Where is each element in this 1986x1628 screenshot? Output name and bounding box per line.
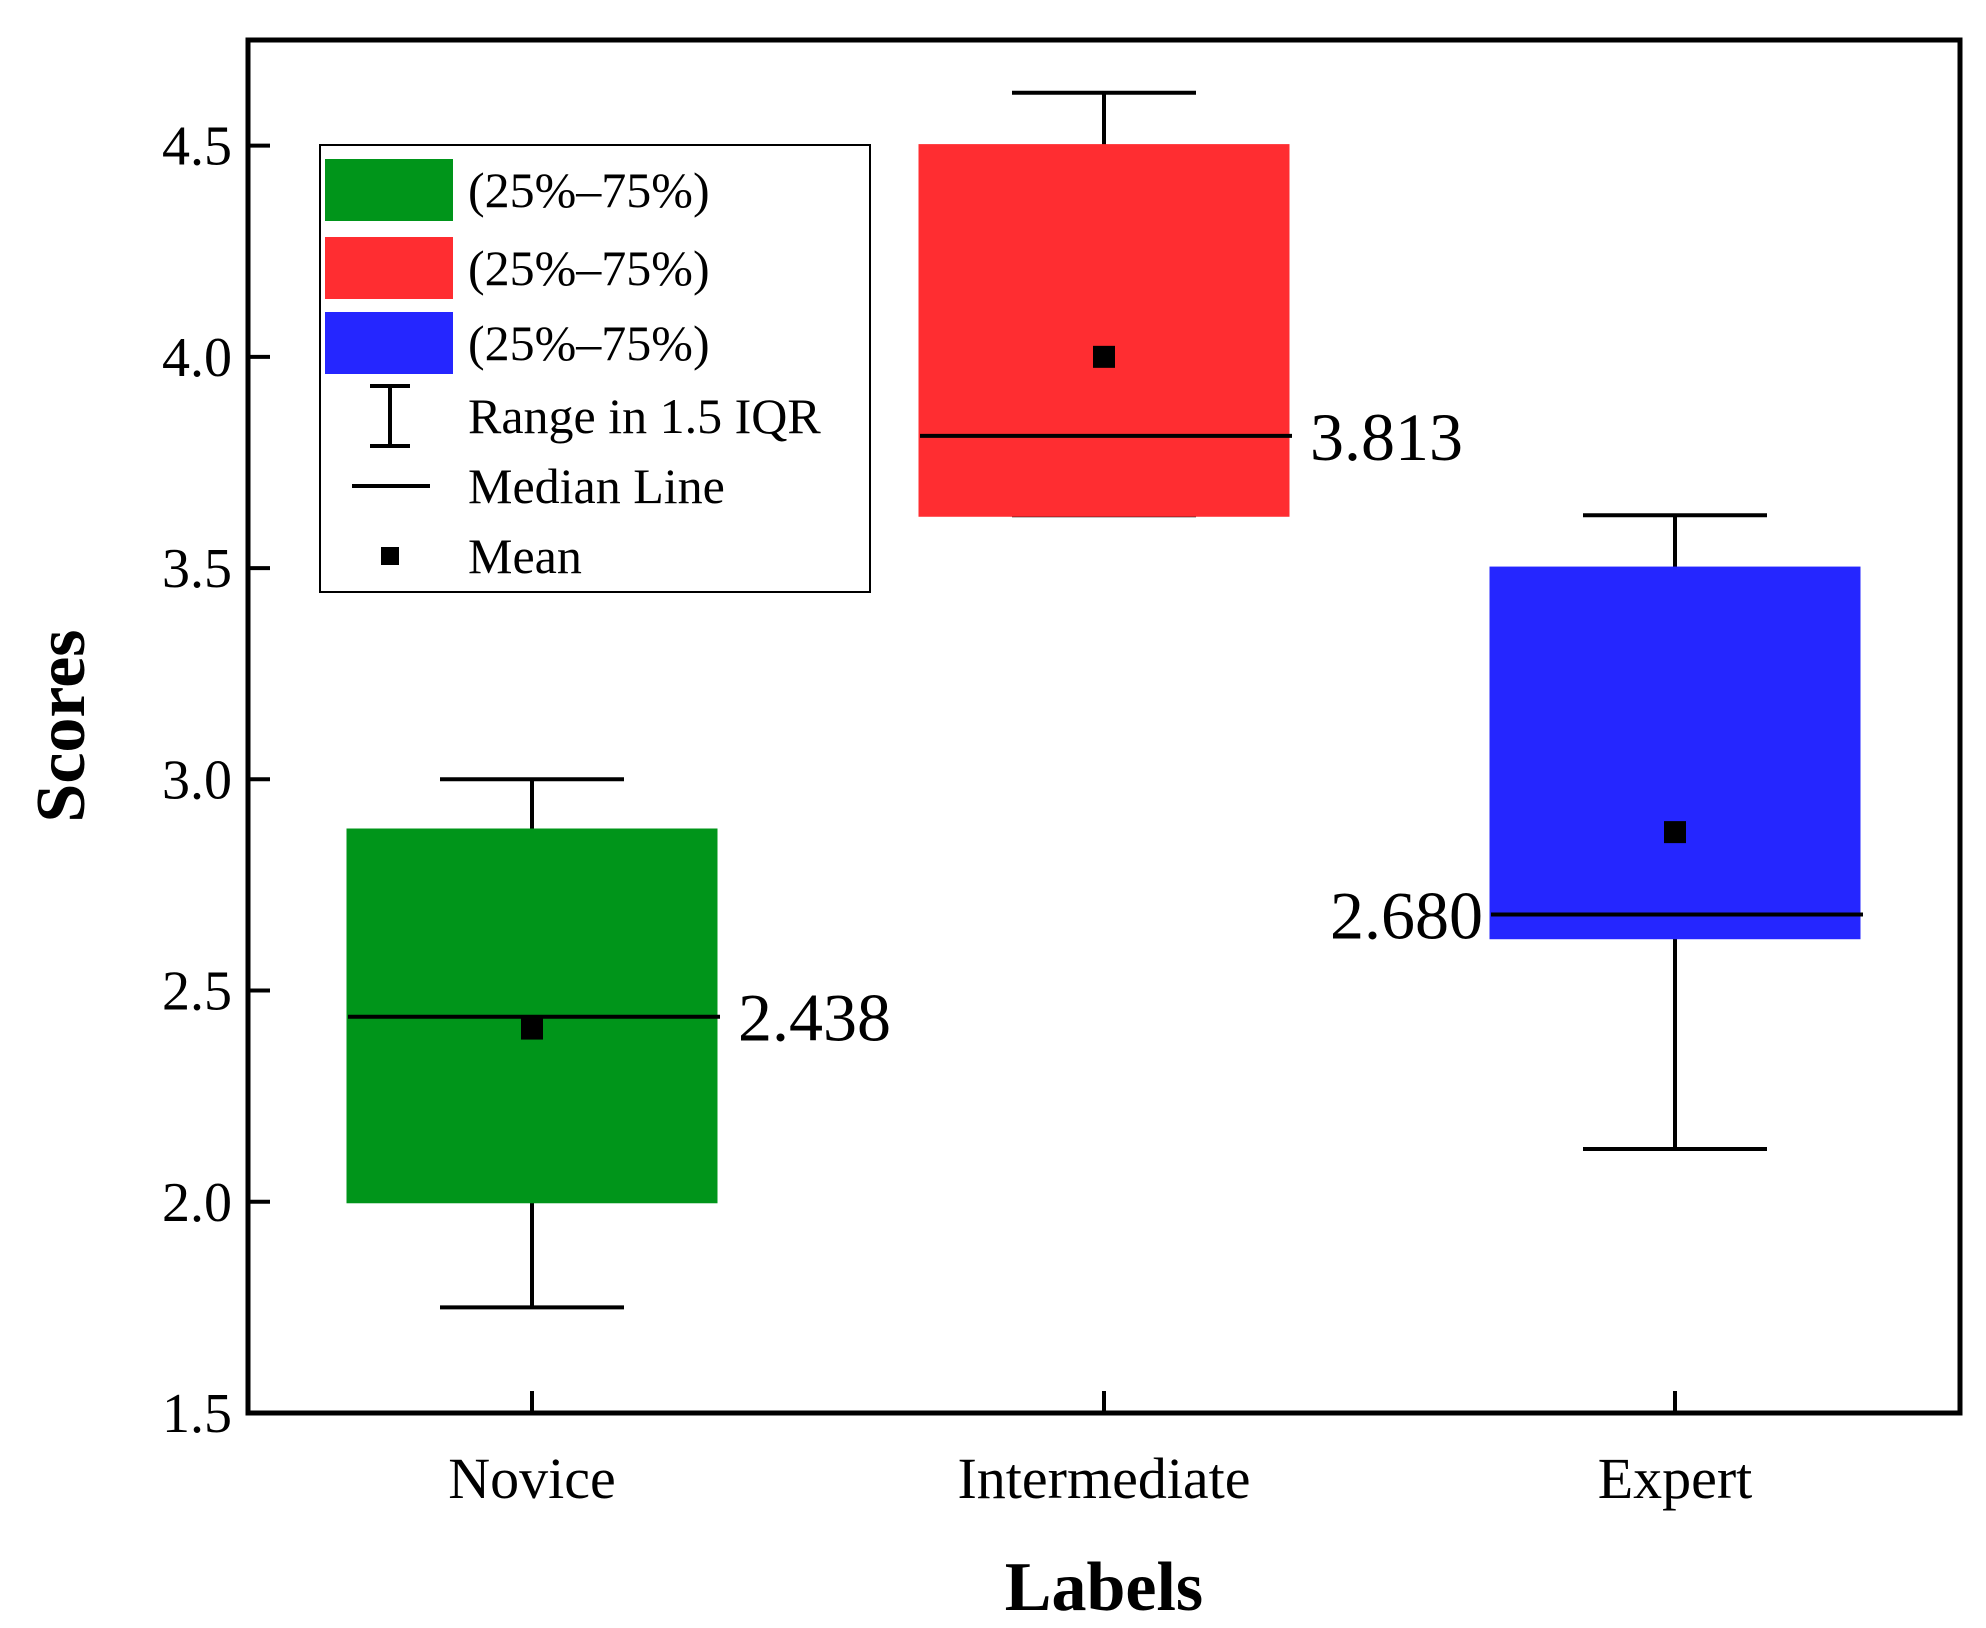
mean-marker [1664,821,1686,844]
legend-item: Range in 1.5 IQR [370,384,821,448]
mean-marker [1093,345,1115,368]
y-tick-label: 4.5 [162,116,232,178]
box-intermediate: 3.813 [918,90,1463,518]
y-tick-label: 2.5 [162,961,232,1023]
y-tick-label: 1.5 [162,1383,232,1445]
x-tick-label: Expert [1598,1446,1753,1511]
legend-label: (25%–75%) [468,162,710,218]
y-tick-label: 3.0 [162,749,232,811]
legend-label: Mean [468,528,582,584]
legend-mean-marker [381,547,399,565]
legend-swatch [325,312,453,374]
median-value-label: 3.813 [1310,399,1463,475]
legend-item: (25%–75%) [325,312,710,374]
box-novice: 2.438 [346,777,891,1310]
y-axis-title: Scores [23,629,100,822]
legend-item: Median Line [352,458,725,514]
y-tick-label: 2.0 [162,1172,232,1234]
y-axis: 1.5 2.0 2.5 3.0 3.5 4.0 4.5 [162,116,270,1445]
box-expert: 2.680 [1330,513,1863,1151]
legend-label: (25%–75%) [468,315,710,371]
legend-item: (25%–75%) [325,159,710,221]
x-tick-label: Intermediate [957,1446,1250,1511]
x-tick-label: Novice [448,1446,616,1511]
legend-label: Range in 1.5 IQR [468,388,821,444]
legend-label: (25%–75%) [468,240,710,296]
x-axis-title: Labels [1005,1549,1203,1626]
mean-marker [521,1017,543,1040]
legend-label: Median Line [468,458,725,514]
legend-swatch [325,159,453,221]
legend-swatch [325,237,453,299]
y-tick-label: 4.0 [162,327,232,389]
iqr-box [1489,566,1861,940]
legend-item: Mean [381,528,582,584]
legend-item: (25%–75%) [325,237,710,299]
median-value-label: 2.438 [738,980,891,1056]
x-axis: Novice Intermediate Expert [448,1391,1752,1511]
legend: (25%–75%) (25%–75%) (25%–75%) Range in 1.5 … [319,144,871,593]
iqr-box [918,144,1290,517]
y-tick-label: 3.5 [162,538,232,600]
median-value-label: 2.680 [1330,877,1483,953]
boxes-group: 2.438 3.813 2.680 [346,90,1863,1310]
